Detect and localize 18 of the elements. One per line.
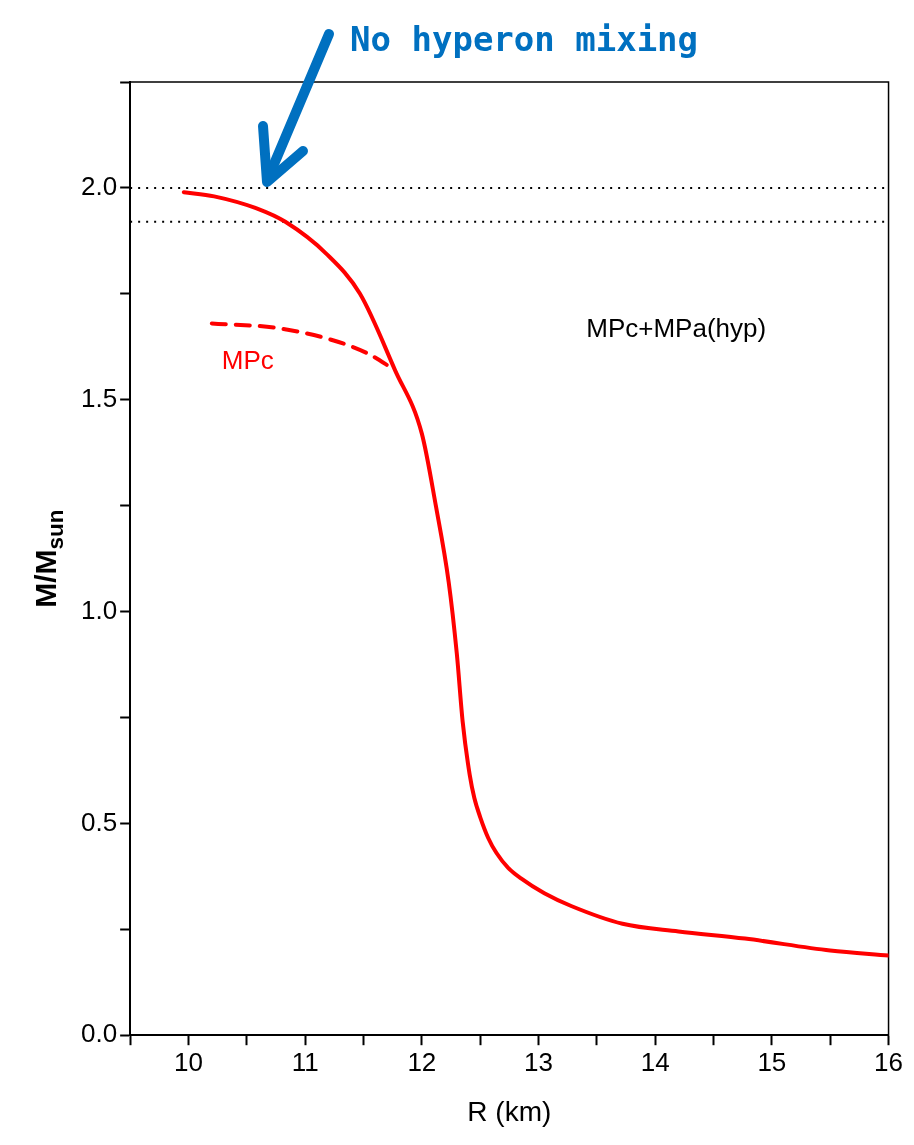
y-tick-label: 2.0 xyxy=(80,171,118,202)
y-tick-label: 1.0 xyxy=(80,594,118,625)
line-series xyxy=(181,190,889,958)
x-tick-label: 13 xyxy=(524,1046,553,1077)
x-tick-label: 12 xyxy=(407,1046,437,1077)
x-tick-label: 11 xyxy=(291,1046,319,1077)
y-axis-title: M/Msun xyxy=(29,509,69,608)
text: No hyperon mixing xyxy=(350,18,699,59)
annotation: MPc+MPa(hyp) xyxy=(586,313,767,343)
x-tick-label: 16 xyxy=(874,1046,903,1077)
series-label: MPc xyxy=(221,344,274,375)
x-tick-label: 14 xyxy=(640,1046,670,1077)
y-tick-label: 1.5 xyxy=(80,382,118,413)
x-tick-label: 15 xyxy=(757,1046,787,1077)
x-axis-title: R (km) xyxy=(467,1095,552,1127)
y-tick-label: 0.0 xyxy=(80,1018,118,1049)
x-tick-label: 10 xyxy=(174,1046,203,1077)
y-tick-label: 0.5 xyxy=(80,806,118,837)
